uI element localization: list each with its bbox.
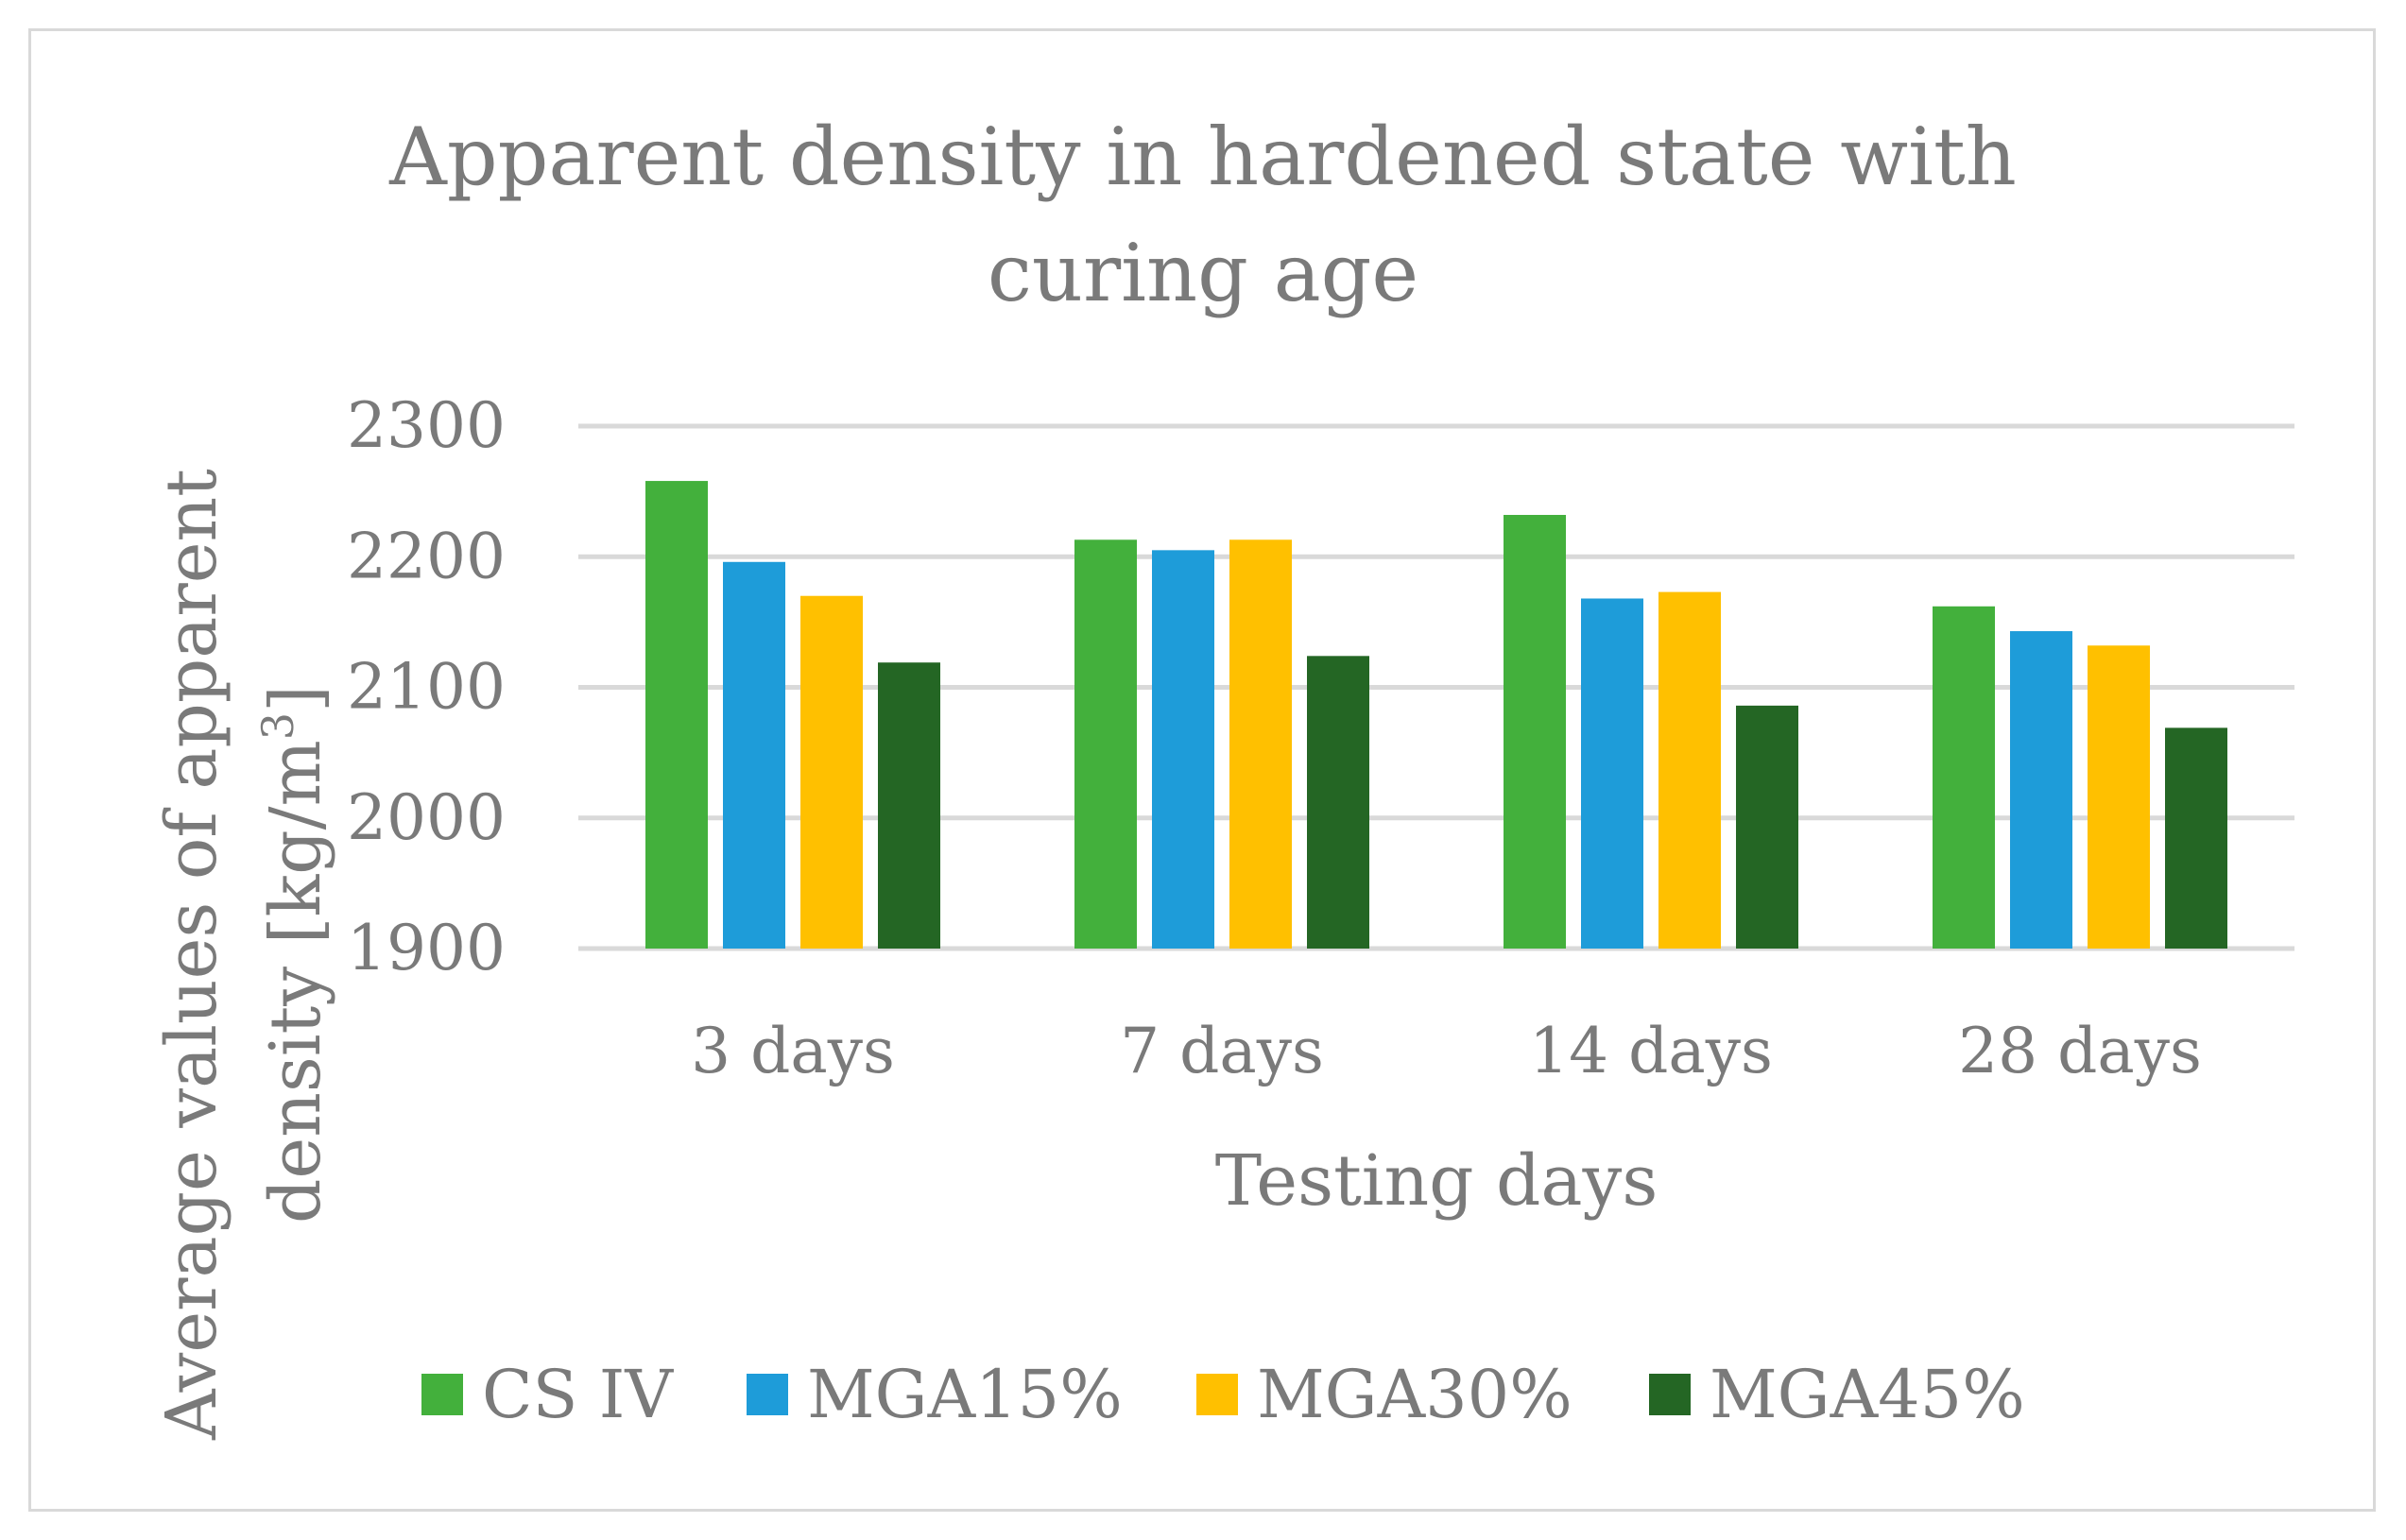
bar-csiv-3-days [645, 481, 708, 949]
y-tick-label: 2000 [347, 781, 506, 854]
bar-csiv-14-days [1504, 515, 1566, 949]
bars [645, 481, 2227, 949]
y-axis-title: Average values of apparent density [kg/m… [151, 469, 336, 1441]
x-tick-label: 14 days [1529, 1015, 1773, 1087]
legend-label: CS IV [482, 1356, 674, 1433]
bar-mga45-28-days [2165, 727, 2227, 949]
legend-swatch [1649, 1374, 1691, 1415]
y-tick-label: 2200 [347, 520, 506, 592]
bar-mga45-3-days [878, 662, 940, 949]
legend-swatch [421, 1374, 463, 1415]
y-tick-labels: 1900 2000 2100 2200 2300 [347, 389, 506, 984]
bar-mga30-7-days [1229, 539, 1292, 949]
bar-mga45-14-days [1736, 705, 1798, 949]
x-tick-label: 7 days [1120, 1015, 1324, 1087]
gridlines [578, 423, 2294, 951]
y-tick-label: 2100 [347, 651, 506, 724]
y-tick-label: 1900 [347, 912, 506, 984]
x-tick-label: 28 days [1958, 1015, 2202, 1087]
bar-mga30-14-days [1658, 591, 1721, 949]
legend-swatch [747, 1374, 788, 1415]
bar-mga15-28-days [2010, 631, 2072, 949]
legend-swatch [1196, 1374, 1238, 1415]
bar-mga30-3-days [800, 595, 863, 949]
chart-title-line-2: curing age [988, 227, 1418, 319]
bar-mga45-7-days [1307, 656, 1369, 949]
bar-mga15-14-days [1581, 598, 1643, 949]
bar-mga30-28-days [2088, 645, 2150, 949]
bar-mga15-3-days [723, 561, 785, 949]
legend-label: MGA30% [1257, 1356, 1572, 1433]
chart-title-line-1: Apparent density in hardened state with [388, 111, 2017, 203]
bar-csiv-28-days [1933, 606, 1995, 949]
y-axis-title-line-1: Average values of apparent [151, 469, 232, 1441]
y-axis-title-unit: density [kg/m [255, 740, 336, 1223]
x-axis-title: Testing days [1215, 1140, 1658, 1222]
bar-mga15-7-days [1152, 550, 1214, 949]
y-axis-title-superscript: 3 [252, 712, 303, 740]
legend-label: MGA15% [807, 1356, 1123, 1433]
x-tick-labels: 3 days 7 days 14 days 28 days [691, 1015, 2202, 1087]
y-tick-label: 2300 [347, 389, 506, 462]
legend-label: MGA45% [1710, 1356, 2025, 1433]
legend: CS IV MGA15% MGA30% MGA45% [421, 1356, 2025, 1433]
y-axis-title-bracket: ] [255, 685, 336, 712]
y-axis-title-line-2: density [kg/m3] [252, 685, 336, 1223]
bar-csiv-7-days [1074, 539, 1137, 949]
x-tick-label: 3 days [691, 1015, 895, 1087]
chart-frame [28, 28, 2376, 1512]
